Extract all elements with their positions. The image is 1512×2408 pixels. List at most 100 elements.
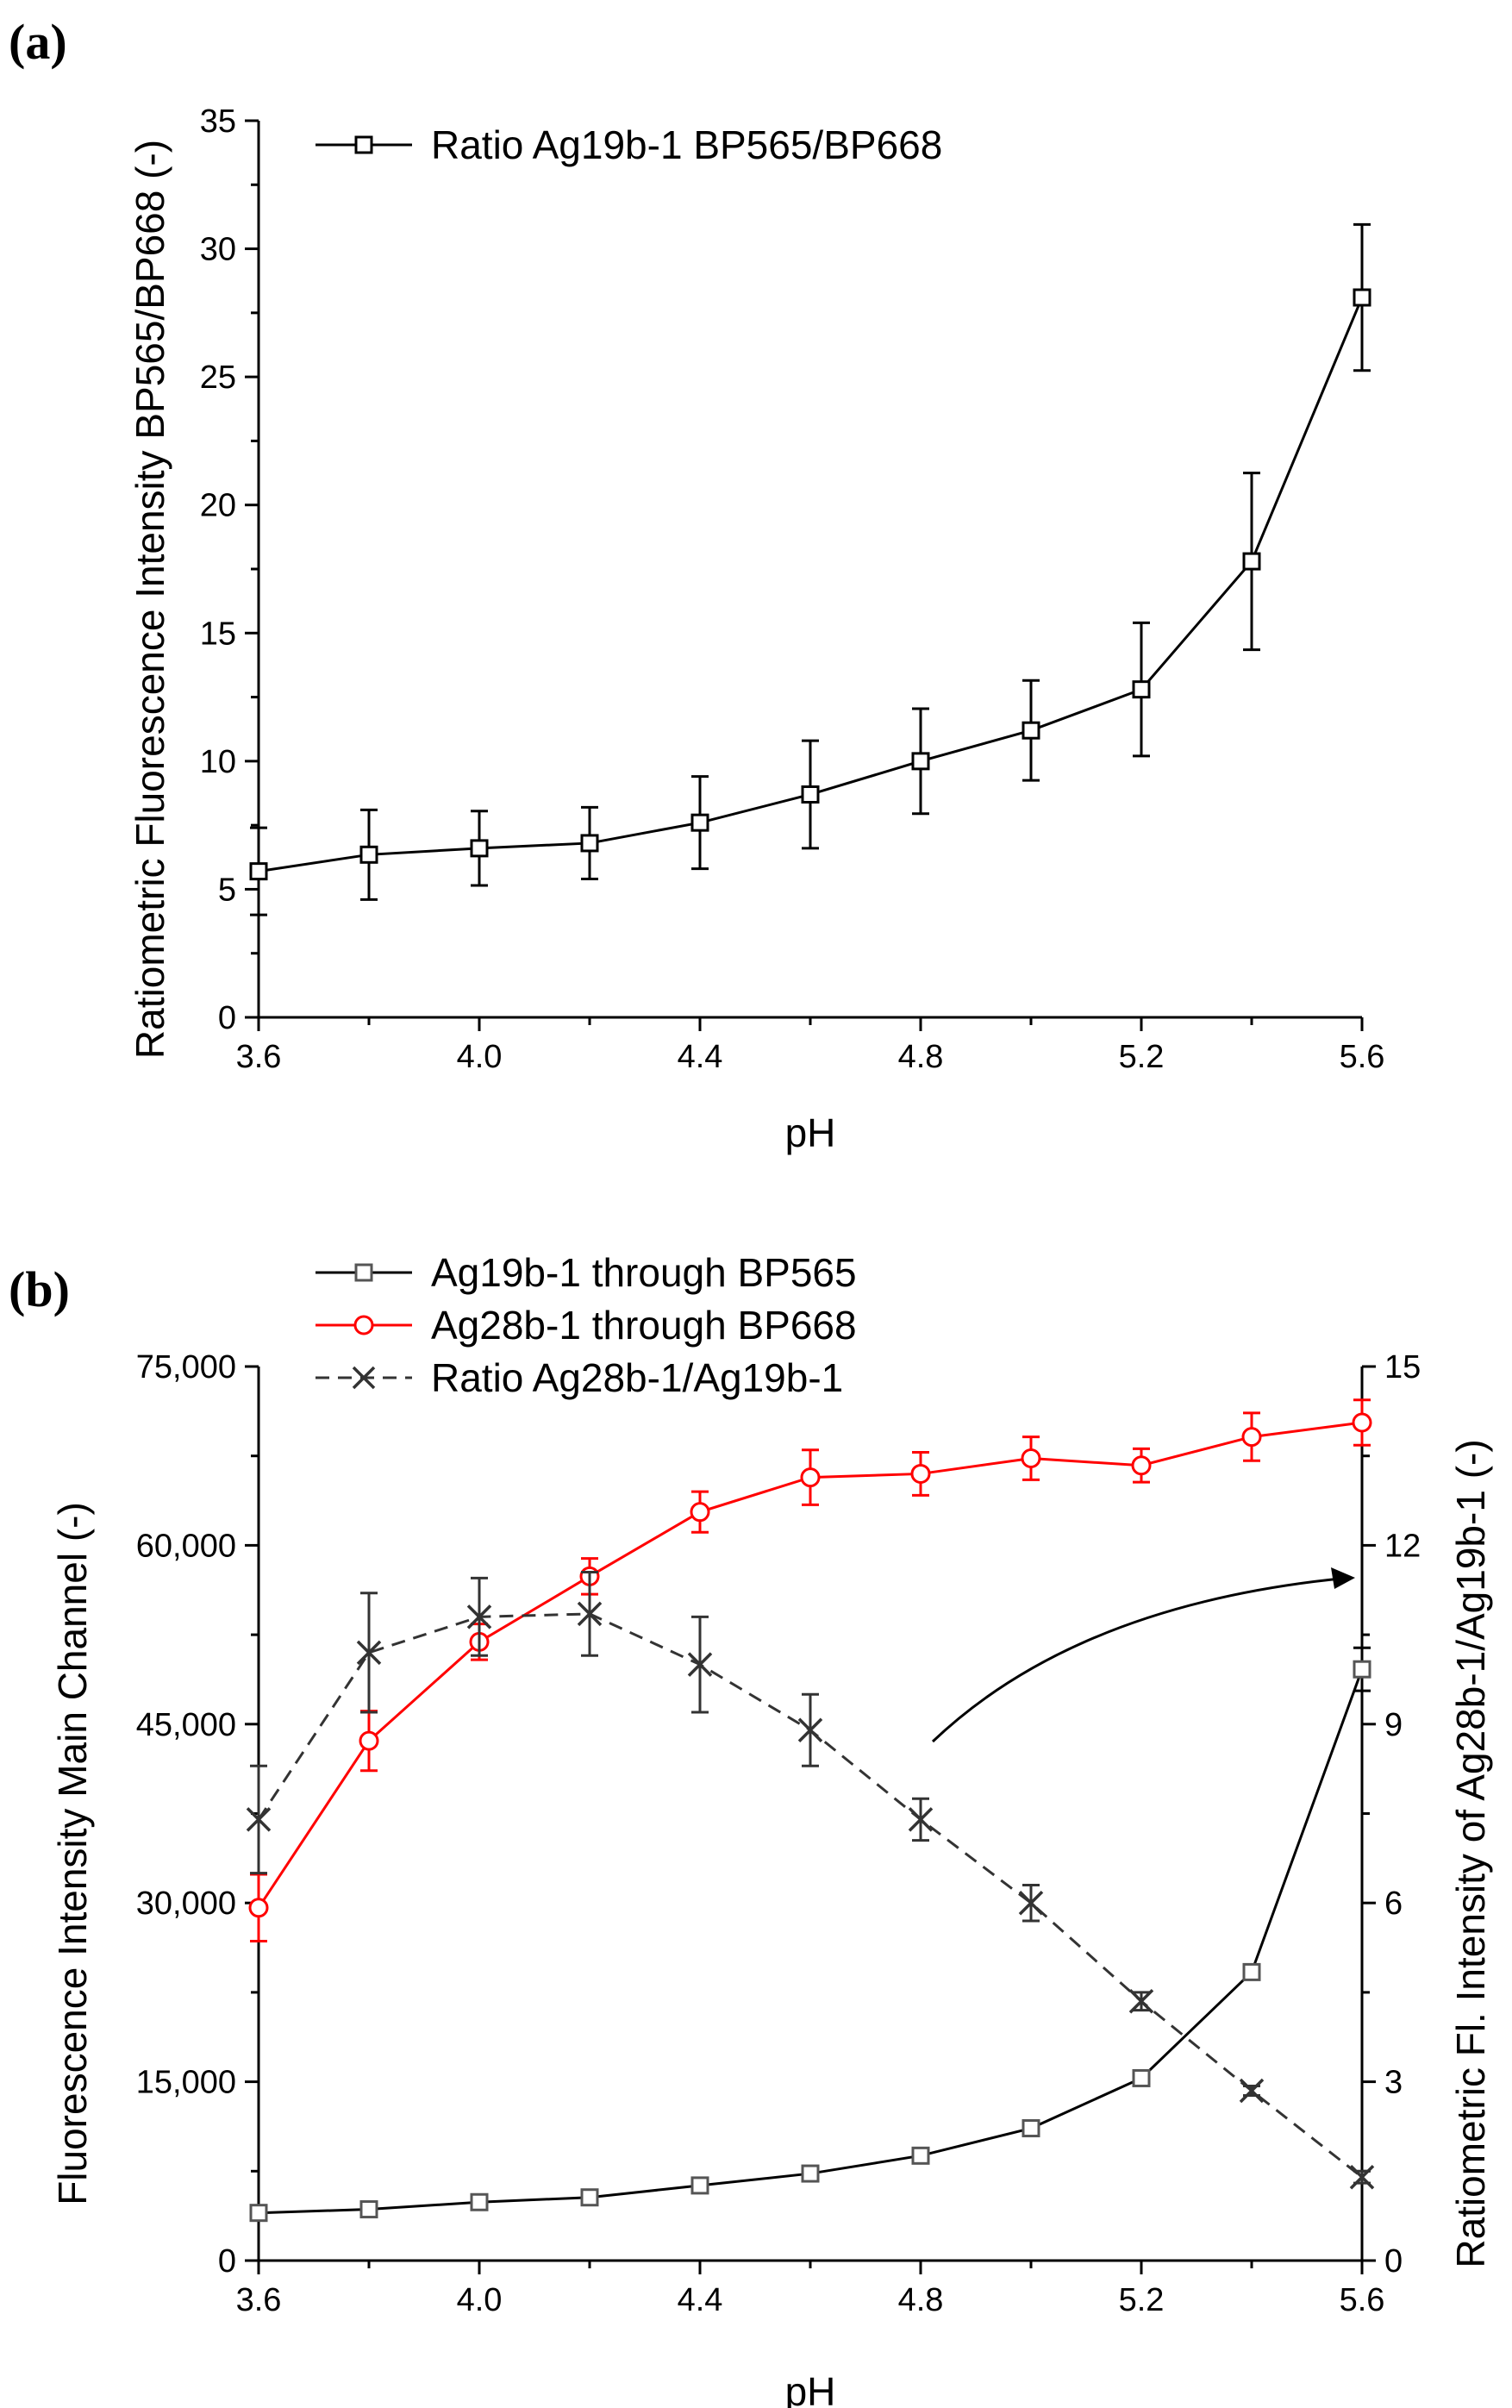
panel-b-x-axis-title: pH <box>785 2369 836 2408</box>
panel-b-series-3-point <box>797 1717 823 1742</box>
panel-a-y-tick-label: 15 <box>200 616 236 652</box>
panel-b-series-2-point <box>359 1730 379 1751</box>
panel-a-y-tick-label: 30 <box>200 232 236 268</box>
panel-b-legend-marker-2 <box>353 1315 374 1335</box>
panel-b-series-2-point <box>1131 1455 1152 1476</box>
panel-b-series-2-point <box>248 1898 269 1918</box>
panel-b-legend-marker-1 <box>354 1263 373 1282</box>
panel-b-legend-label-2: Ag28b-1 through BP668 <box>431 1303 857 1348</box>
panel-a-plot <box>249 222 1371 916</box>
panel-b-y-tick-label: 60,000 <box>136 1528 236 1564</box>
panel-b-y2-axis-title: Ratiometric Fl. Intensity of Ag28b-1/Ag1… <box>1448 1439 1493 2267</box>
panel-b-series-2-point <box>800 1467 821 1488</box>
panel-b-series-1-point <box>1242 1962 1261 1981</box>
panel-b-x-tick-label: 5.6 <box>1340 2282 1385 2318</box>
panel-b-series-2-point <box>1021 1448 1041 1468</box>
panel-b-y-axis-title: Fluorescence Intensity Main Channel (-) <box>50 1502 95 2205</box>
panel-b-series-1-point <box>1022 2119 1040 2138</box>
panel-a-legend-marker <box>354 135 373 154</box>
panel-b-series-1-point <box>1353 1660 1371 1679</box>
panel-b-series-3-point <box>687 1652 713 1677</box>
panel-a-x-tick-label: 4.4 <box>678 1039 723 1075</box>
panel-b-y-tick-label: 30,000 <box>136 1886 236 1922</box>
panel-a-x-tick-label: 4.0 <box>457 1039 503 1075</box>
panel-b-series-3-point <box>1239 2078 1265 2104</box>
panel-b-y2-tick-label: 3 <box>1384 2065 1403 2101</box>
panel-b-x-tick-label: 5.2 <box>1119 2282 1165 2318</box>
panel-a-series-1-point <box>1132 680 1151 699</box>
panel-b-series-3 <box>246 1571 1375 2190</box>
panel-b-series-1 <box>249 1646 1371 2223</box>
panel-b-series-1-point <box>580 2188 599 2207</box>
panel-b-series-3-point <box>1128 1989 1154 2014</box>
panel-a-series-1 <box>249 222 1371 916</box>
panel-b-series-2-point <box>910 1463 931 1484</box>
panel-a-y-tick-label: 10 <box>200 744 236 780</box>
panel-b-series-3-point <box>246 1807 272 1832</box>
panel-b-series-2-point <box>1352 1412 1372 1433</box>
panel-a-x-tick-label: 5.6 <box>1340 1039 1385 1075</box>
panel-b-legend-label-3: Ratio Ag28b-1/Ag19b-1 <box>431 1355 843 1400</box>
panel-a-y-tick-label: 25 <box>200 360 236 396</box>
panel-b-series-1-point <box>249 2204 268 2223</box>
panel-a-series-1-point <box>359 845 378 864</box>
panel-b-series-1-point <box>690 2176 709 2195</box>
panel-b-legend-label-1: Ag19b-1 through BP565 <box>431 1250 857 1295</box>
panel-b-x-tick-label: 4.0 <box>457 2282 503 2318</box>
panel-b-series-3-point <box>466 1604 492 1629</box>
panel-b-series-1-point <box>911 2146 930 2165</box>
panel-a-x-axis-title: pH <box>785 1110 836 1155</box>
panel-b-series-1-point <box>801 2164 820 2183</box>
panel-a-series-1-point <box>1353 288 1371 307</box>
panel-a-series-1-point <box>690 813 709 832</box>
panel-b-y-tick-label: 75,000 <box>136 1349 236 1385</box>
panel-b-series-3-point <box>908 1807 934 1832</box>
panel-b-axes: 3.6 4.0 4.4 4.8 5.2 5.6015,00030,00045,00060,… <box>136 1349 1421 2318</box>
panel-a-y-tick-label: 0 <box>218 1000 236 1036</box>
panel-b-series-1-point <box>470 2192 489 2211</box>
panel-b-y2-tick-label: 9 <box>1384 1707 1403 1743</box>
curved-arrow-head <box>1331 1567 1355 1589</box>
panel-b-x-tick-label: 4.8 <box>898 2282 944 2318</box>
panel-b-legend-marker-3 <box>352 1366 376 1390</box>
panel-a-x-tick-label: 4.8 <box>898 1039 944 1075</box>
panel-b-y2-tick-label: 15 <box>1384 1349 1421 1385</box>
panel-a-x-tick-label: 3.6 <box>236 1039 282 1075</box>
panel-a-series-1-point <box>911 752 930 771</box>
panel-b-series-2-point <box>1241 1427 1262 1448</box>
panel-a-y-tick-label: 20 <box>200 488 236 524</box>
panel-a-legend-label: Ratio Ag19b-1 BP565/BP668 <box>431 122 942 167</box>
panel-a-series-1-point <box>801 785 820 804</box>
panel-b: (b) 3.6 4.0 4.4 4.8 5.2 5.6015,00030,00045,00… <box>9 1250 1493 2408</box>
panel-a-series-1-point <box>1022 721 1040 740</box>
panel-b-y-tick-label: 45,000 <box>136 1707 236 1743</box>
panel-b-series-3-point <box>577 1601 603 1627</box>
curved-arrow-annotation <box>931 1576 1350 1743</box>
panel-b-x-tick-label: 3.6 <box>236 2282 282 2318</box>
panel-b-y2-tick-label: 0 <box>1384 2243 1403 2280</box>
panel-a-series-1-point <box>1242 552 1261 571</box>
panel-b-y-tick-label: 0 <box>218 2243 236 2280</box>
panel-b-series-3-point <box>1018 1890 1044 1916</box>
panel-a-legend: Ratio Ag19b-1 BP565/BP668 <box>316 122 942 167</box>
panel-b-label: (b) <box>9 1261 70 1317</box>
panel-a-series-1-point <box>470 839 489 858</box>
panel-a-y-axis-title: Ratiometric Fluorescence Intensity BP565… <box>128 140 172 1059</box>
panel-a-axes: 3.6 4.0 4.4 4.8 5.2 5.6 0 5 10 15 20 25 30 35 <box>200 103 1385 1075</box>
panel-b-series-1-point <box>1132 2068 1151 2087</box>
panel-a-y-tick-label: 35 <box>200 103 236 140</box>
panel-a-series-1-point <box>580 834 599 853</box>
panel-b-plot <box>246 1398 1375 2223</box>
panel-a-y-tick-label: 5 <box>218 872 236 908</box>
panel-b-series-2 <box>248 1398 1372 1942</box>
panel-b-legend: Ag19b-1 through BP565 Ag28b-1 through BP… <box>316 1250 857 1400</box>
panel-b-series-1-point <box>359 2200 378 2219</box>
panel-b-x-tick-label: 4.4 <box>678 2282 723 2318</box>
panel-b-y2-tick-label: 12 <box>1384 1528 1421 1564</box>
panel-b-y-tick-label: 15,000 <box>136 2065 236 2101</box>
panel-a-x-tick-label: 5.2 <box>1119 1039 1165 1075</box>
panel-b-y2-tick-label: 6 <box>1384 1886 1403 1922</box>
panel-b-series-2-point <box>690 1502 710 1523</box>
